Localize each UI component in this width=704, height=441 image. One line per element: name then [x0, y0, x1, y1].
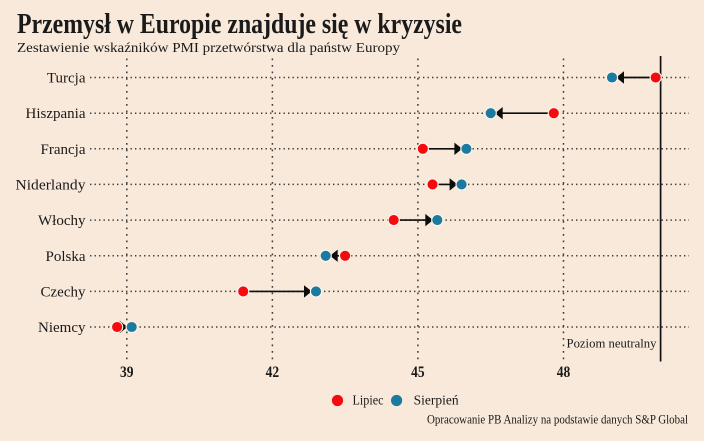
svg-text:Turcja: Turcja: [47, 71, 86, 87]
svg-text:Czechy: Czechy: [41, 284, 86, 300]
svg-text:Opracowanie PB Analizy na pods: Opracowanie PB Analizy na podstawie dany…: [427, 412, 688, 427]
svg-text:Sierpień: Sierpień: [414, 393, 459, 408]
svg-text:45: 45: [411, 364, 425, 381]
svg-text:Włochy: Włochy: [38, 213, 86, 229]
svg-text:Niderlandy: Niderlandy: [16, 177, 87, 193]
svg-text:48: 48: [557, 364, 571, 381]
svg-text:42: 42: [266, 364, 280, 381]
svg-text:Niemcy: Niemcy: [38, 320, 86, 336]
svg-text:Przemysł w Europie znajduje si: Przemysł w Europie znajduje się w kryzys…: [17, 8, 462, 40]
svg-text:Lipiec: Lipiec: [353, 393, 384, 408]
svg-text:Francja: Francja: [41, 142, 86, 158]
svg-text:39: 39: [120, 364, 134, 381]
svg-text:Hiszpania: Hiszpania: [26, 106, 86, 122]
svg-text:Polska: Polska: [45, 249, 85, 265]
svg-text:Zestawienie wskaźników PMI prz: Zestawienie wskaźników PMI przetwórstwa …: [17, 41, 400, 56]
svg-text:Poziom neutralny: Poziom neutralny: [567, 336, 657, 351]
